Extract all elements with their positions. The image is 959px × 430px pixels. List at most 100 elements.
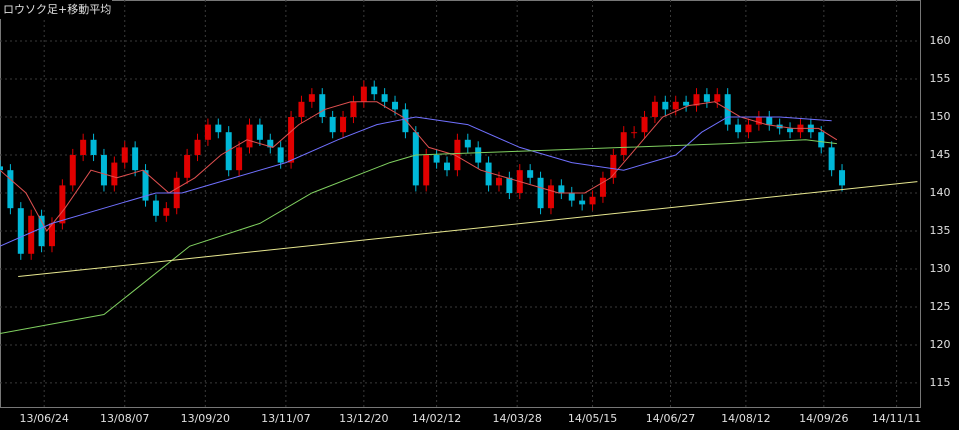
candle-body — [340, 117, 347, 133]
plot-frame — [0, 0, 921, 408]
candle-body — [132, 147, 139, 171]
candle-body — [80, 139, 87, 155]
candle-body — [683, 101, 690, 106]
candle-body — [350, 101, 357, 118]
candle-body — [111, 162, 118, 186]
candle-body — [267, 139, 274, 148]
y-tick-label: 130 — [930, 262, 951, 275]
candle-body — [787, 128, 794, 133]
candle-body — [464, 139, 471, 148]
candle-body — [329, 117, 336, 133]
candle-body — [225, 132, 232, 171]
candle-body — [298, 101, 305, 118]
x-tick-label: 13/09/20 — [181, 412, 230, 425]
y-tick-label: 150 — [930, 110, 951, 123]
y-tick-label: 140 — [930, 186, 951, 199]
candle-body — [277, 147, 284, 163]
x-tick-label: 14/05/15 — [568, 412, 617, 425]
candle-body — [142, 170, 149, 201]
candle-body — [381, 94, 388, 102]
candle-body — [308, 94, 315, 102]
candle-body — [693, 94, 700, 106]
candle-body — [433, 154, 440, 163]
candle-body — [17, 208, 24, 254]
y-tick-label: 135 — [930, 224, 951, 237]
moving-average-line — [0, 101, 838, 232]
candle-body — [672, 101, 679, 110]
moving-average-line — [18, 181, 918, 278]
candle-body — [444, 162, 451, 171]
candle-body — [256, 124, 263, 140]
candle-body — [392, 101, 399, 110]
candle-body — [527, 170, 534, 178]
candle-body — [59, 185, 66, 224]
candle-body — [766, 117, 773, 125]
x-tick-label: 14/06/27 — [646, 412, 695, 425]
y-tick-label: 145 — [930, 148, 951, 161]
candle-body — [194, 139, 201, 155]
candle-body — [28, 215, 35, 254]
chart-title: ロウソク足+移動平均 — [3, 2, 111, 16]
candle-body — [662, 101, 669, 110]
candle-body — [589, 196, 596, 205]
candle-body — [703, 94, 710, 102]
x-tick-label: 13/06/24 — [19, 412, 68, 425]
candle-body — [48, 223, 55, 247]
candle-body — [423, 154, 430, 186]
candle-body — [714, 94, 721, 102]
moving-average-line — [0, 139, 837, 335]
candle-body — [641, 117, 648, 133]
candle-body — [735, 124, 742, 133]
x-tick-label: 14/08/12 — [721, 412, 770, 425]
candle-body — [204, 124, 211, 140]
candle-body — [121, 147, 128, 163]
y-tick-label: 120 — [930, 338, 951, 351]
candle-body — [412, 132, 419, 186]
title-bg — [0, 0, 112, 19]
candle-body — [558, 185, 565, 193]
moving-average-line — [0, 116, 832, 247]
x-tick-label: 14/03/28 — [492, 412, 541, 425]
candle-body — [152, 200, 159, 216]
candle-body — [631, 132, 638, 134]
candle-body — [184, 154, 191, 178]
candle-body — [100, 154, 107, 186]
candle-body — [288, 117, 295, 163]
candle-body — [163, 208, 170, 216]
candle-body — [215, 124, 222, 133]
candle-body — [547, 185, 554, 209]
candle-body — [610, 154, 617, 178]
marks — [0, 80, 918, 335]
y-tick-label: 155 — [930, 72, 951, 85]
candle-body — [485, 162, 492, 186]
candle-body — [360, 86, 367, 102]
candle-body — [69, 154, 76, 186]
y-tick-label: 115 — [930, 376, 951, 389]
candle-body — [371, 86, 378, 95]
candle-body — [839, 170, 846, 186]
candle-body — [651, 101, 658, 118]
candle-body — [599, 177, 606, 197]
candle-body — [579, 200, 586, 205]
candle-body — [818, 132, 825, 148]
candle-body — [38, 215, 45, 247]
candle-body — [454, 139, 461, 171]
candle-body — [319, 94, 326, 118]
x-tick-label: 13/08/07 — [100, 412, 149, 425]
candle-body — [90, 139, 97, 155]
candle-body — [7, 170, 14, 209]
candle-body — [0, 166, 3, 171]
x-tick-label: 14/02/12 — [412, 412, 461, 425]
candle-body — [495, 177, 502, 186]
candle-body — [236, 147, 243, 171]
x-tick-label: 14/11/11 — [872, 412, 921, 425]
candle-body — [506, 177, 513, 193]
candle-body — [568, 192, 575, 201]
candle-body — [755, 117, 762, 125]
candle-body — [828, 147, 835, 171]
candle-body — [537, 177, 544, 209]
y-tick-label: 160 — [930, 34, 951, 47]
candle-body — [475, 147, 482, 163]
